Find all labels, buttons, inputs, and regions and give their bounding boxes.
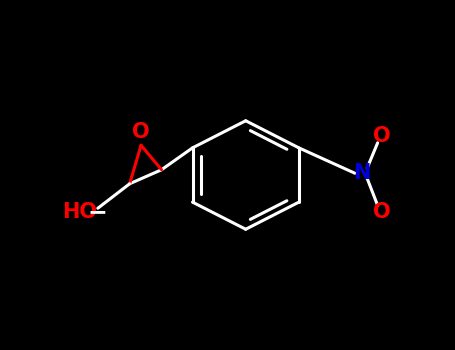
Text: −: − [88, 200, 108, 224]
Text: O: O [374, 202, 391, 222]
Text: O: O [374, 126, 391, 147]
Text: O: O [132, 122, 150, 142]
Text: HO: HO [62, 202, 97, 222]
Text: N: N [353, 163, 370, 183]
